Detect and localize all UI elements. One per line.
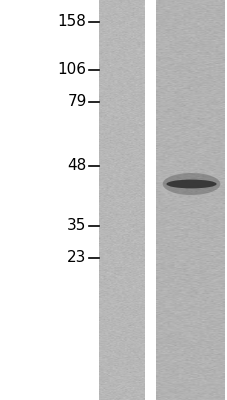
Bar — [155, 0, 224, 400]
Text: 35: 35 — [67, 218, 86, 234]
Text: 106: 106 — [57, 62, 86, 78]
Text: 48: 48 — [67, 158, 86, 174]
Ellipse shape — [166, 180, 216, 188]
Text: 23: 23 — [67, 250, 86, 266]
Bar — [99, 0, 144, 400]
Ellipse shape — [162, 173, 219, 195]
Text: 79: 79 — [67, 94, 86, 110]
Text: 158: 158 — [57, 14, 86, 30]
